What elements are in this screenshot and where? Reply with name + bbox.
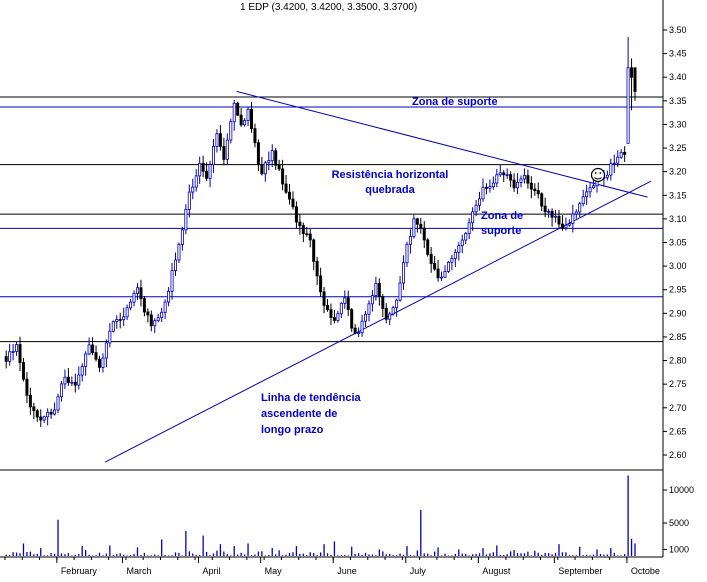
smiley-icon [590,167,606,183]
svg-text:May: May [265,566,283,576]
trendlines [104,90,652,463]
volume-axis: 10000 5000 1000 [663,485,694,554]
svg-text:3.00: 3.00 [669,261,687,271]
svg-text:3.10: 3.10 [669,214,687,224]
svg-text:3.35: 3.35 [669,96,687,106]
annotation-tendencia-line3: longo prazo [261,424,324,436]
annotation-resistencia-line1: Resistência horizontal [331,169,449,181]
svg-text:3.05: 3.05 [669,238,687,248]
trendline-descending-resistance [236,90,648,198]
candles-layer [4,37,637,428]
volume-layer [5,475,636,556]
svg-text:2.65: 2.65 [669,426,687,436]
annotation-zona-suporte-top: Zona de suporte [412,96,498,108]
svg-text:3.20: 3.20 [669,167,687,177]
svg-text:3.50: 3.50 [669,25,687,35]
svg-text:July: July [410,566,427,576]
annotation-tendencia-line2: ascendente de [261,408,338,420]
svg-text:2.70: 2.70 [669,403,687,413]
trendline-ascending-support [104,180,652,463]
chart-title: 1 EDP (3.4200, 3.4200, 3.3500, 3.3700) [240,2,418,13]
svg-text:2.95: 2.95 [669,285,687,295]
annotation-linha-tendencia: Linha de tendência ascendente de longo p… [261,390,361,438]
svg-text:2.90: 2.90 [669,308,687,318]
svg-text:3.40: 3.40 [669,72,687,82]
annotation-zona-suporte-mid: Zona de suporte [481,209,523,239]
svg-text:3.45: 3.45 [669,49,687,59]
svg-text:April: April [202,566,220,576]
svg-text:10000: 10000 [669,485,694,495]
svg-text:2.80: 2.80 [669,356,687,366]
svg-text:September: September [558,566,602,576]
svg-text:2.60: 2.60 [669,450,687,460]
horizontal-support-resistance-lines [0,96,663,343]
svg-text:3.30: 3.30 [669,119,687,129]
svg-text:2.85: 2.85 [669,332,687,342]
annotation-resistencia: Resistência horizontal quebrada [300,168,480,198]
svg-text:August: August [482,566,511,576]
svg-text:5000: 5000 [669,518,689,528]
svg-text:3.15: 3.15 [669,190,687,200]
annotation-zona-mid-line2: suporte [481,225,522,237]
svg-text:1000: 1000 [669,544,689,554]
svg-text:October: October [631,566,663,576]
chart-frame [0,0,664,558]
price-axis: 2.60 2.65 2.70 2.75 2.80 2.85 2.90 2.95 3.00 3.05… [663,25,687,460]
svg-text:March: March [126,566,151,576]
annotation-zona-mid-line1: Zona de [481,210,524,222]
time-axis: February March April May June July August Septe… [4,557,663,576]
svg-text:February: February [61,566,98,576]
annotation-resistencia-line2: quebrada [365,184,415,196]
svg-text:June: June [337,566,357,576]
svg-text:3.25: 3.25 [669,143,687,153]
svg-text:2.75: 2.75 [669,379,687,389]
annotation-tendencia-line1: Linha de tendência [261,392,361,404]
